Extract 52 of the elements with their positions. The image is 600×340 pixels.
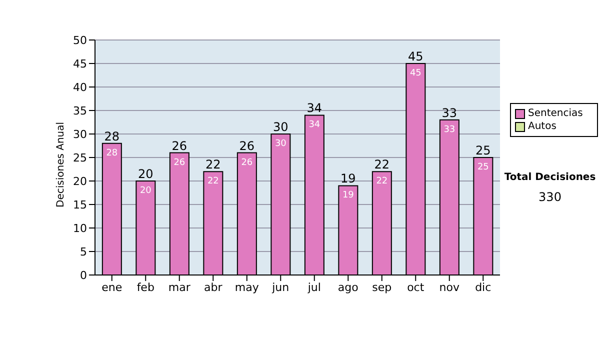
total-label: 45	[408, 50, 424, 64]
x-tick-label: ago	[338, 280, 359, 294]
total-label: 34	[306, 101, 322, 116]
total-label: 26	[239, 138, 255, 153]
y-tick-label: 15	[73, 198, 87, 212]
total-label: 22	[374, 158, 390, 172]
text: Total Decisiones	[503, 172, 597, 183]
y-tick-label: 40	[73, 80, 87, 94]
data-label: 33	[444, 124, 456, 135]
y-tick-label: 45	[73, 57, 87, 70]
y-tick-label: 25	[73, 151, 87, 164]
y-tick-label: 30	[73, 128, 87, 141]
x-tick-label: dic	[475, 280, 492, 294]
y-axis-title: Decisiones Anual	[56, 122, 67, 208]
text: 330	[538, 190, 562, 204]
x-tick-label: jun	[271, 280, 290, 294]
data-label: 22	[376, 176, 388, 187]
total-label: 30	[273, 120, 288, 134]
data-label: 26	[241, 158, 253, 168]
y-tick-label: 50	[73, 34, 87, 47]
data-label: 19	[342, 190, 354, 201]
x-tick-label: oct	[407, 280, 425, 294]
legend-label: Sentencias	[528, 107, 583, 120]
data-label: 26	[174, 158, 186, 168]
x-tick-label: mar	[168, 280, 191, 294]
x-tick-label: feb	[136, 280, 154, 294]
y-tick-label: 10	[73, 222, 87, 235]
data-label: 20	[140, 186, 152, 196]
data-label: 34	[308, 120, 320, 130]
total-label: 20	[138, 167, 154, 181]
y-tick-label: 35	[73, 104, 87, 118]
x-tick-label: nov	[439, 280, 460, 294]
data-label: 22	[207, 176, 219, 187]
y-tick-label: 5	[80, 245, 87, 258]
data-label: 45	[410, 68, 422, 78]
total-label: 28	[104, 129, 120, 144]
y-tick-label: 0	[80, 268, 87, 282]
x-tick-label: jul	[306, 280, 321, 294]
total-label: 33	[442, 106, 458, 120]
y-tick-label: 20	[73, 174, 87, 188]
x-tick-label: ene	[102, 280, 122, 294]
x-tick-label: sep	[372, 280, 392, 294]
data-label: 25	[477, 162, 489, 172]
data-label: 30	[274, 139, 287, 149]
total-label: 26	[172, 138, 188, 153]
total-label: 19	[340, 172, 356, 186]
total-label: 22	[206, 158, 221, 172]
x-tick-label: abr	[204, 280, 223, 294]
legend-label: Autos	[528, 120, 556, 133]
total-label: 25	[476, 144, 491, 158]
data-label: 28	[106, 148, 118, 158]
x-tick-label: may	[234, 280, 260, 294]
